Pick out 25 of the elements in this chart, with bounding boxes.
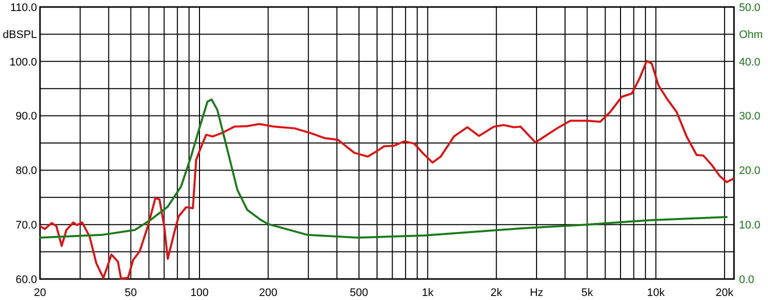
- y2-tick-label: 40.0: [739, 56, 760, 68]
- y-tick-label: 90.0: [16, 110, 37, 123]
- y-tick-label: 110.0: [10, 2, 37, 14]
- x-tick-label: 100: [190, 287, 209, 299]
- y-tick-label: 60.0: [16, 274, 37, 286]
- y2-tick-label: 10.0: [739, 219, 760, 232]
- y2-tick-label: 50.0: [739, 2, 760, 14]
- x-tick-label: 10k: [646, 287, 666, 299]
- x-tick-label: 20k: [716, 287, 734, 299]
- y2-tick-label: 0.0: [739, 274, 754, 286]
- y-tick-label: 70.0: [16, 219, 37, 232]
- y-tick-label: 80.0: [16, 165, 37, 178]
- y-axis-title: dBSPL: [2, 29, 37, 42]
- x-tick-label: 2k: [490, 287, 503, 299]
- x-tick-label: Hz: [530, 287, 544, 299]
- x-tick-label: 5k: [581, 287, 594, 299]
- y2-axis-title: Ohm: [739, 29, 763, 42]
- y-tick-label: 100.0: [9, 56, 37, 68]
- x-tick-label: 200: [259, 287, 278, 299]
- x-tick-label: 20: [34, 287, 46, 299]
- x-tick-label: 500: [350, 287, 368, 299]
- y2-tick-label: 20.0: [739, 165, 760, 178]
- y2-tick-label: 30.0: [739, 110, 760, 123]
- x-tick-label: 50: [124, 287, 137, 299]
- x-tick-label: 1k: [422, 287, 434, 299]
